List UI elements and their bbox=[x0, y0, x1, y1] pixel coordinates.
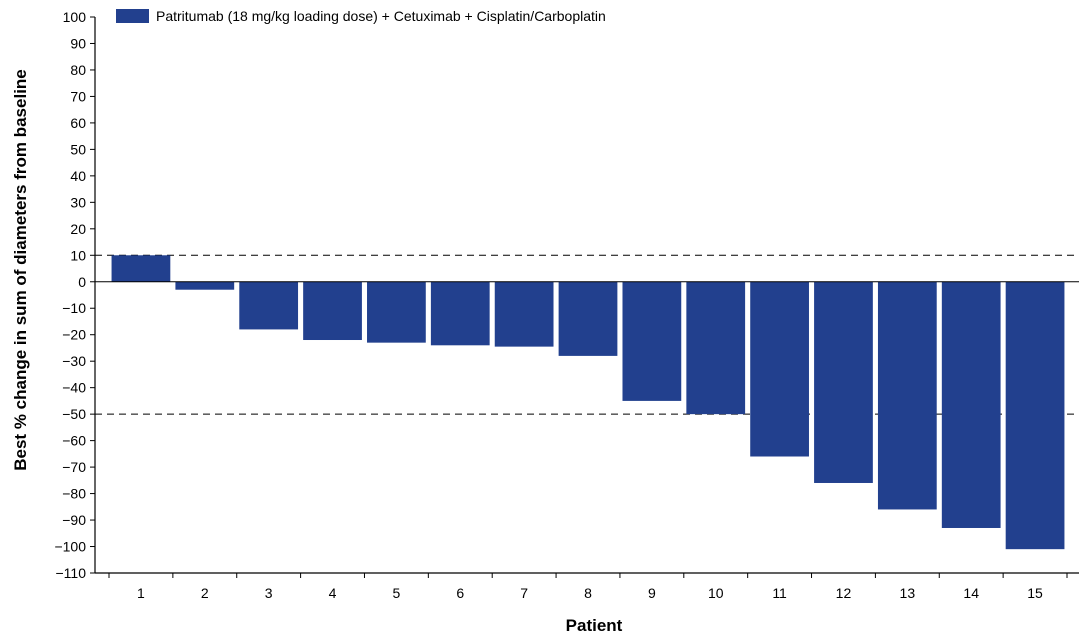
bar bbox=[303, 281, 362, 341]
x-tick-label: 7 bbox=[520, 585, 528, 601]
bars-group bbox=[111, 255, 1065, 550]
y-tick-label: 60 bbox=[70, 115, 86, 131]
bar bbox=[750, 281, 809, 457]
bar bbox=[430, 281, 490, 346]
y-tick-label: 70 bbox=[70, 88, 86, 104]
axes-group bbox=[94, 17, 1079, 574]
legend-swatch bbox=[116, 9, 149, 23]
x-tick-label: 3 bbox=[265, 585, 273, 601]
bar bbox=[686, 281, 746, 415]
x-tick-label: 11 bbox=[772, 585, 787, 601]
x-tick-label: 5 bbox=[393, 585, 401, 601]
x-tick-label: 9 bbox=[648, 585, 656, 601]
x-tick-label: 8 bbox=[584, 585, 592, 601]
bar bbox=[175, 281, 235, 290]
bar bbox=[558, 281, 618, 356]
bar bbox=[367, 281, 426, 343]
x-tick-label: 1 bbox=[137, 585, 145, 601]
legend: Patritumab (18 mg/kg loading dose) + Cet… bbox=[116, 8, 606, 24]
y-tick-label: 20 bbox=[70, 221, 86, 237]
y-tick-label: 90 bbox=[70, 35, 86, 51]
y-tick-label: −20 bbox=[62, 327, 86, 343]
y-tick-label: 0 bbox=[78, 274, 86, 290]
y-tick-label: 50 bbox=[70, 141, 86, 157]
y-tick-label: −60 bbox=[62, 433, 86, 449]
y-tick-label: 80 bbox=[70, 62, 86, 78]
bar bbox=[1005, 281, 1065, 550]
y-tick-label: −50 bbox=[62, 406, 86, 422]
legend-label: Patritumab (18 mg/kg loading dose) + Cet… bbox=[156, 8, 606, 24]
y-tick-label: −80 bbox=[62, 486, 86, 502]
bar bbox=[814, 281, 873, 483]
bar bbox=[111, 255, 171, 282]
y-tick-label: 40 bbox=[70, 168, 86, 184]
y-tick-label: −100 bbox=[54, 539, 86, 555]
x-tick-label: 10 bbox=[708, 585, 724, 601]
x-axis-title: Patient bbox=[566, 616, 623, 635]
y-tick-label: −30 bbox=[62, 353, 86, 369]
bar bbox=[941, 281, 1001, 528]
x-tick-label: 14 bbox=[963, 585, 979, 601]
bar bbox=[239, 281, 299, 330]
x-tick-label: 12 bbox=[836, 585, 852, 601]
x-tick-label: 2 bbox=[201, 585, 209, 601]
y-tick-label: −90 bbox=[62, 512, 86, 528]
bar bbox=[877, 281, 937, 510]
x-tick-label: 13 bbox=[900, 585, 916, 601]
y-ticks-group: 1009080706050403020100−10−20−30−40−50−60… bbox=[54, 9, 95, 581]
y-tick-label: −70 bbox=[62, 459, 86, 475]
y-axis-title: Best % change in sum of diameters from b… bbox=[11, 69, 30, 471]
bar bbox=[494, 281, 554, 347]
x-ticks-group: 1 2 3 4 5 6 7 8 9 10 11 12 13 14 15 bbox=[108, 573, 1068, 601]
y-tick-label: 10 bbox=[70, 247, 86, 263]
y-tick-label: −40 bbox=[62, 380, 86, 396]
y-tick-label: −10 bbox=[62, 300, 86, 316]
y-tick-label: 30 bbox=[70, 194, 86, 210]
y-tick-label: 100 bbox=[63, 9, 87, 25]
y-tick-label: −110 bbox=[56, 565, 87, 581]
x-tick-label: 4 bbox=[329, 585, 337, 601]
bar bbox=[622, 281, 682, 401]
x-tick-label: 15 bbox=[1027, 585, 1043, 601]
x-tick-label: 6 bbox=[456, 585, 464, 601]
